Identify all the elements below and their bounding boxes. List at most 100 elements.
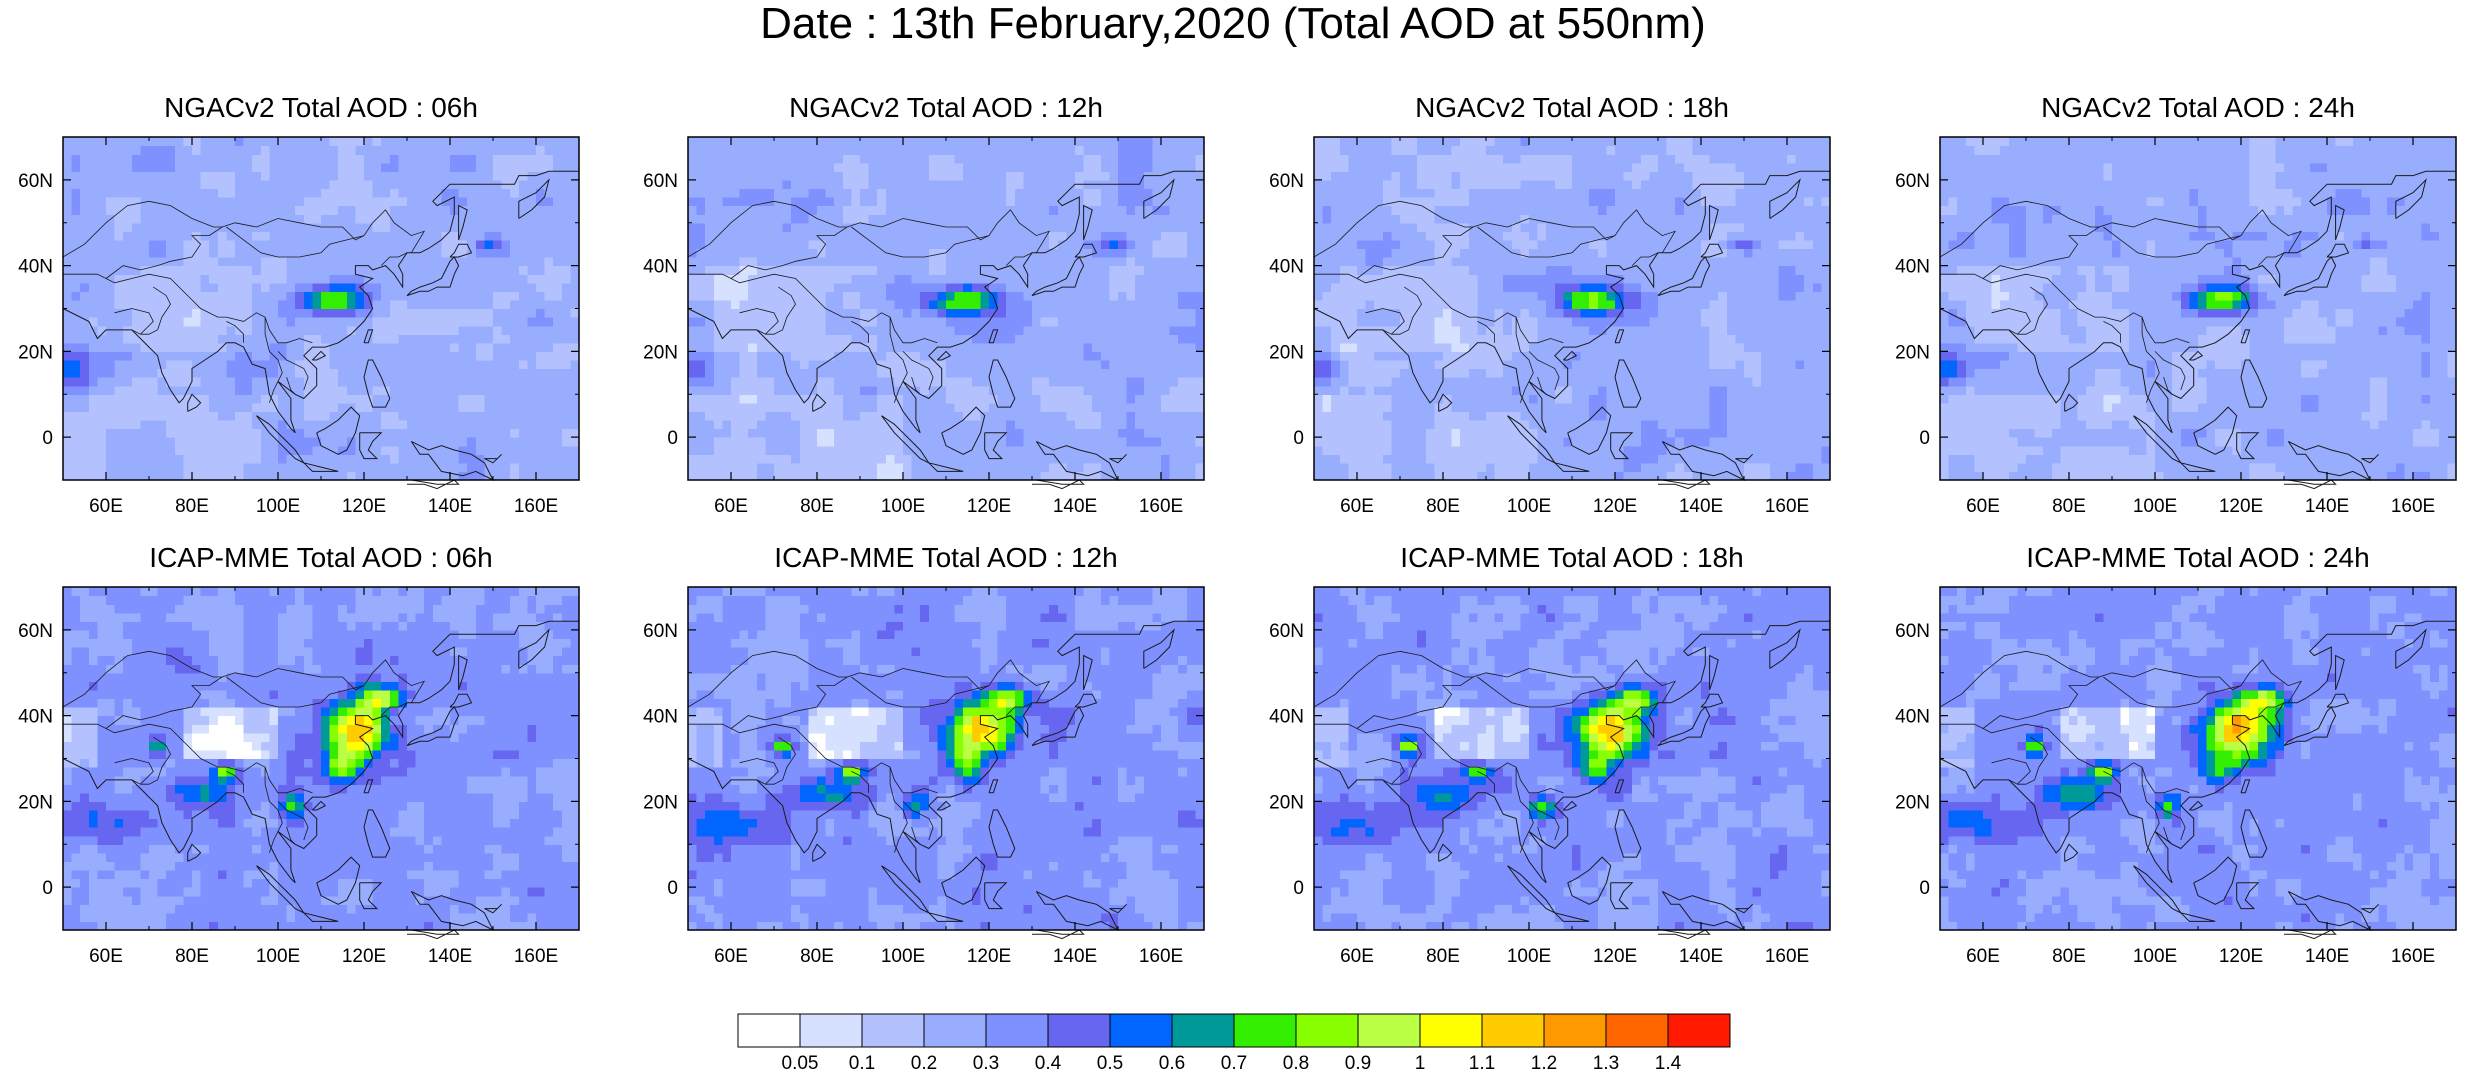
coastline (518, 628, 550, 669)
colorbar-label: 1.2 (1531, 1053, 1557, 1071)
country-border (2257, 252, 2285, 266)
country-border (226, 771, 245, 793)
country-border (2257, 702, 2285, 716)
x-tick-label: 100E (2133, 946, 2177, 967)
country-border (1477, 226, 1616, 258)
country-border (105, 209, 426, 279)
coastline (1614, 359, 1642, 408)
coastline (312, 800, 327, 811)
colorbar-swatch (1233, 1013, 1297, 1048)
y-tick-label: 40N (18, 707, 53, 728)
country-border (889, 317, 908, 403)
coastline (1567, 406, 1612, 455)
colorbar-label: 1 (1415, 1053, 1426, 1071)
country-border (851, 226, 990, 258)
x-tick-label: 140E (1053, 946, 1097, 967)
country-border (688, 723, 938, 794)
coastline (2335, 654, 2345, 691)
coastline (2284, 479, 2337, 490)
figure-title: Date : 13th February,2020 (Total AOD at … (760, 0, 1706, 48)
coastline (316, 856, 361, 905)
x-tick-label: 140E (1053, 496, 1097, 517)
coastline (449, 243, 473, 258)
country-border (889, 767, 908, 853)
colorbar-swatch (1419, 1013, 1483, 1048)
aod-field (1940, 587, 2457, 931)
coastline (1032, 479, 1085, 490)
y-tick-label: 20N (1895, 342, 1930, 363)
country-border (687, 650, 848, 708)
country-border (2141, 317, 2160, 403)
y-tick-label: 40N (18, 257, 53, 278)
x-tick-label: 60E (1340, 496, 1374, 517)
country-border (1313, 200, 1474, 258)
y-tick-label: 0 (1293, 428, 1304, 449)
country-border (1528, 351, 1560, 391)
coastline (363, 359, 391, 408)
colorbar-swatch (1481, 1013, 1545, 1048)
country-border (1005, 252, 1033, 266)
x-tick-label: 160E (514, 496, 558, 517)
country-border (380, 252, 408, 266)
country-border (1991, 758, 2031, 785)
x-tick-label: 100E (1507, 496, 1551, 517)
country-border (911, 376, 921, 395)
country-border (739, 758, 779, 785)
colorbar-label: 0.4 (1035, 1053, 1062, 1071)
x-tick-label: 140E (2305, 946, 2349, 967)
coastline (687, 170, 1204, 434)
aod-field (688, 587, 1205, 931)
country-border (264, 767, 283, 853)
colorbar-swatch (861, 1013, 925, 1048)
coastline (1700, 243, 1724, 258)
country-border (1528, 801, 1560, 841)
coastline (1438, 393, 1453, 412)
country-border (1314, 273, 1564, 344)
y-tick-label: 0 (1919, 428, 1930, 449)
coastline (407, 479, 460, 490)
x-tick-label: 140E (428, 946, 472, 967)
country-border (226, 676, 365, 708)
x-tick-label: 120E (967, 496, 1011, 517)
panel-title: ICAP-MME Total AOD : 06h (149, 542, 493, 573)
coastline (359, 882, 383, 910)
colorbar-swatch (1543, 1013, 1607, 1048)
y-tick-label: 0 (42, 878, 53, 899)
y-tick-label: 0 (1293, 878, 1304, 899)
country-border (1365, 308, 1405, 335)
country-border (902, 801, 934, 841)
coastline (303, 912, 339, 922)
coastline (407, 929, 460, 940)
coastline (1313, 170, 1830, 434)
coastline (988, 329, 999, 344)
y-tick-label: 20N (1269, 792, 1304, 813)
coastline (812, 843, 827, 862)
x-tick-label: 160E (1139, 496, 1183, 517)
colorbar-swatch (1109, 1013, 1173, 1048)
coastline (2180, 912, 2216, 922)
coastline (2189, 350, 2204, 361)
coastline (484, 453, 502, 464)
coastline (1074, 243, 1098, 258)
colorbar-swatch (923, 1013, 987, 1048)
country-border (730, 659, 1051, 729)
colorbar-label: 0.9 (1345, 1053, 1371, 1071)
panel-title: NGACv2 Total AOD : 06h (164, 92, 478, 123)
coastline (518, 178, 550, 219)
coastline (937, 350, 952, 361)
aod-map-panel: 60E 80E 100E 120E 140E 160E 0 20N 40N 60N (18, 136, 580, 517)
country-border (687, 200, 848, 258)
country-border (114, 308, 154, 335)
coastline (256, 865, 306, 915)
y-tick-label: 20N (643, 342, 678, 363)
x-tick-label: 80E (175, 946, 209, 967)
country-border (1391, 286, 1422, 335)
x-tick-label: 140E (1679, 946, 1723, 967)
colorbar-swatch (1357, 1013, 1421, 1048)
x-tick-label: 140E (428, 496, 472, 517)
country-border (2103, 226, 2242, 258)
x-tick-label: 120E (2219, 946, 2263, 967)
x-tick-label: 140E (2305, 496, 2349, 517)
country-border (688, 273, 938, 344)
y-tick-label: 60N (1269, 621, 1304, 642)
